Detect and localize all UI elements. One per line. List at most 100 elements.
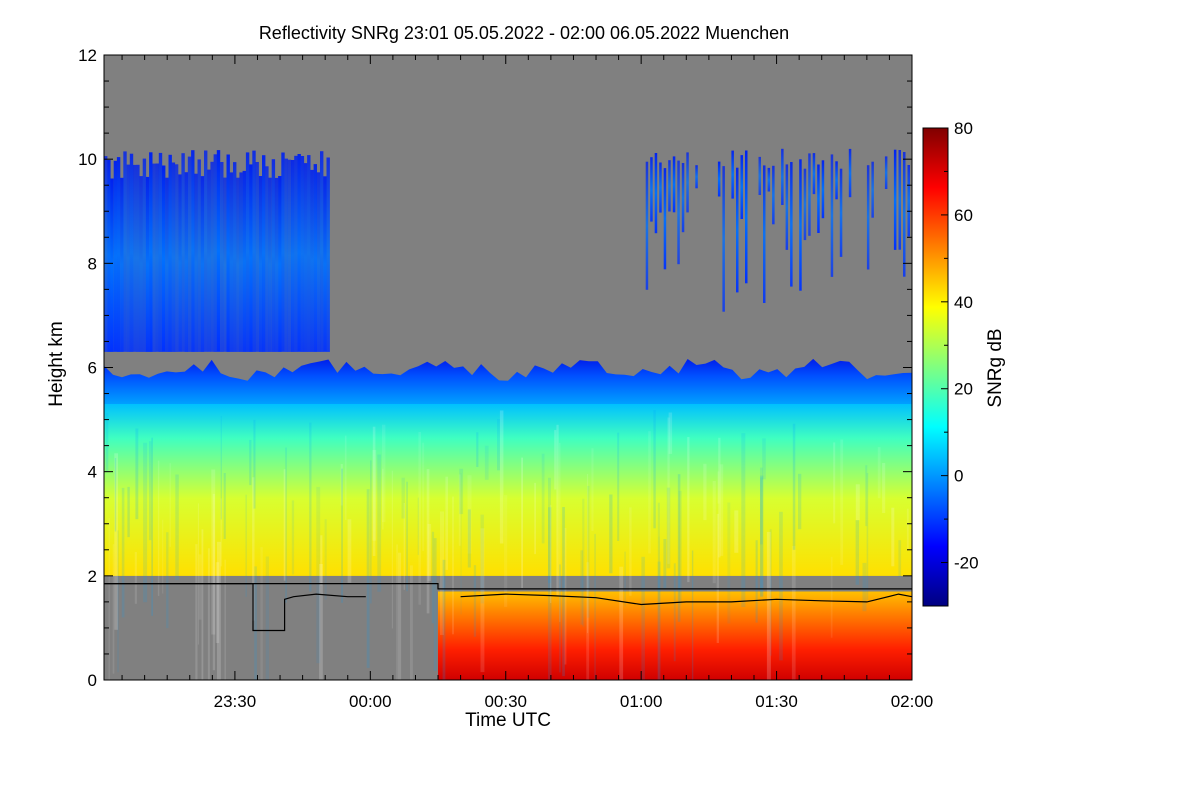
fall-streak [687,437,690,583]
fall-streak [217,541,221,680]
fall-streak [382,468,384,530]
y-tick-label: 6 [88,359,97,378]
cirrus-streak [252,150,256,352]
fall-streak [316,486,321,664]
cirrus-streak [695,165,698,189]
x-tick-label: 02:00 [891,692,934,711]
cirrus-streak [740,155,743,219]
fall-streak [617,432,620,541]
cirrus-streak [803,168,807,241]
fall-streak [791,545,796,680]
x-tick-label: 00:00 [349,692,392,711]
cirrus-streak [168,154,172,352]
fall-streak [562,507,565,677]
fall-streak [559,442,561,622]
cirrus-streak [307,155,311,352]
line-series [104,583,912,632]
cirrus-streak [736,167,739,293]
fall-streak [347,519,352,583]
cirrus-streak [200,176,205,352]
fall-streak [249,439,252,486]
fall-streak [114,453,118,630]
cirrus-streak [821,160,825,219]
fall-streak [792,423,796,550]
fall-streak [559,564,561,673]
fall-streak [223,473,226,539]
cirrus-streak [123,151,127,352]
fall-streak [211,469,216,635]
cirrus-streak [178,174,182,352]
fall-streak [663,539,667,590]
fall-streak [166,532,169,629]
y-axis: 0 2 4 6 8 10 12 [78,46,912,690]
cirrus-streak [316,172,321,352]
cirrus-streak [767,167,771,192]
fall-streak [582,498,585,627]
fall-streak [840,439,844,565]
y-axis-label: Height km [46,321,67,407]
colorbar-tick-label: 20 [954,380,973,399]
fall-streak [855,520,859,585]
fall-streak [855,484,860,521]
fall-streak [427,524,432,581]
cirrus-streak [271,159,276,352]
fall-streak [580,550,584,625]
fall-streak [422,442,425,551]
cirrus-streak [152,163,156,352]
cirrus-streak [898,150,901,250]
fall-streak [830,556,833,638]
fall-streak [504,495,508,607]
fall-streak [666,487,671,569]
fall-streak [727,502,731,624]
fall-streak [717,471,720,504]
fall-streak [480,528,485,673]
cirrus-streak [171,162,176,352]
line-series-0 [104,583,366,632]
cirrus-streak [187,156,192,352]
cirrus-streak [207,169,211,352]
cirrus-streak [907,165,910,237]
fall-streak [554,430,557,490]
fall-streak [594,533,596,680]
fall-streak [254,566,257,680]
fall-streak [719,464,724,556]
fall-streak [550,504,552,603]
x-tick-label: 00:30 [484,692,527,711]
fall-streak [175,474,179,581]
signal-region-4 [438,591,912,680]
fall-streak [467,509,471,568]
fall-streak [372,450,377,541]
cirrus-streak [790,162,793,287]
cirrus-streak [281,152,285,352]
cirrus-streak [745,150,748,284]
fall-streak [648,431,651,554]
fall-streak [678,490,682,605]
fall-streak [755,540,758,623]
fall-streak [403,503,405,590]
fall-streak [716,513,719,643]
cirrus-streak [184,172,188,352]
signal-region-1 [645,148,910,312]
cirrus-streak [284,158,288,352]
fall-streak [548,507,552,680]
fall-streak [260,547,263,680]
cirrus-streak [817,164,820,233]
fall-streak [105,413,109,473]
x-tick-label: 01:00 [620,692,663,711]
fall-streak [741,433,746,607]
fall-streak [252,477,255,621]
cirrus-streak [884,156,888,189]
fall-streak [114,458,117,532]
cirrus-streak [731,150,734,199]
cirrus-streak [191,150,195,352]
cirrus-streak [303,163,308,352]
cirrus-streak [785,164,789,250]
fall-streak [703,463,707,521]
cirrus-streak [287,159,292,352]
layer-top-edge [104,355,912,381]
cirrus-streak [110,178,114,352]
fall-streak [283,469,286,581]
cirrus-streak [210,161,214,352]
cirrus-streak [204,150,208,352]
colorbar-tick-label: -20 [954,554,979,573]
